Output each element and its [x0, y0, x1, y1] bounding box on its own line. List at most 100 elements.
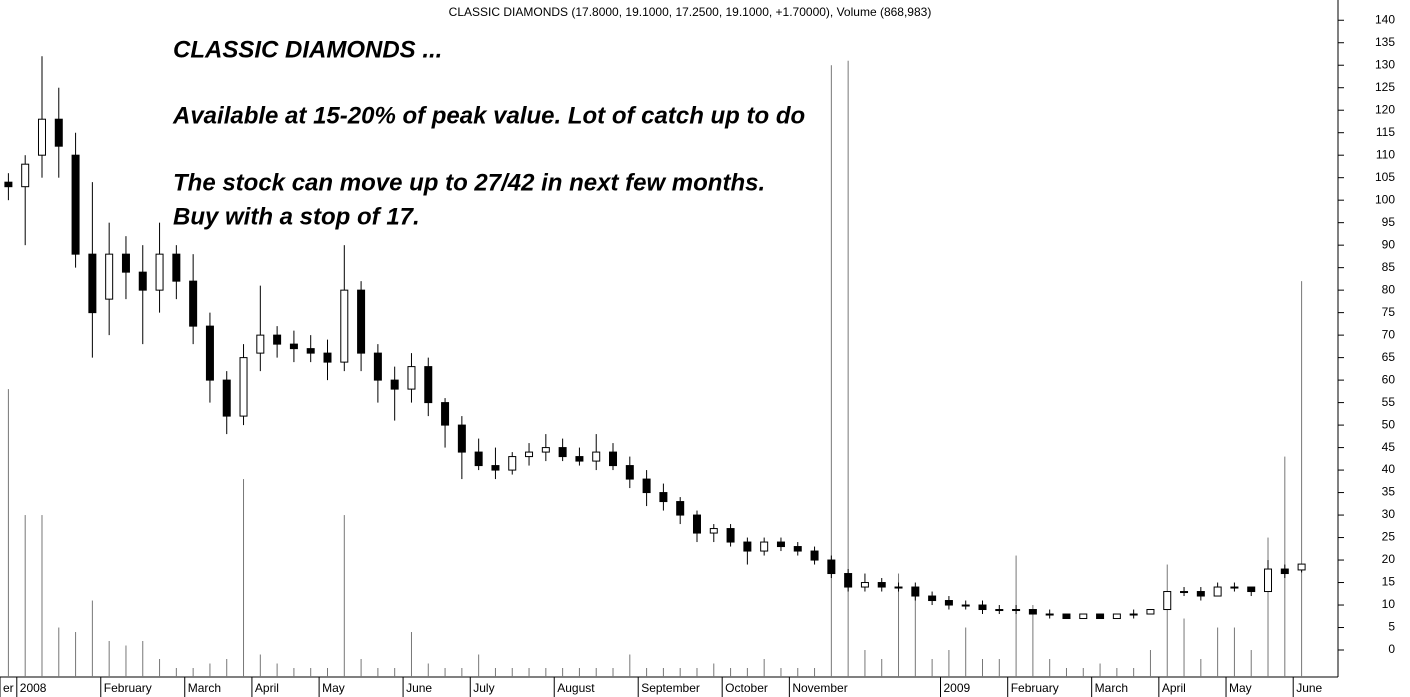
candle-body: [1180, 591, 1189, 594]
chart-title: CLASSIC DIAMONDS (17.8000, 19.1000, 17.2…: [449, 5, 932, 19]
x-tick-label: July: [473, 681, 494, 695]
candle-body: [1280, 568, 1289, 575]
candle-body: [441, 402, 450, 426]
y-tick-label: 0: [1388, 642, 1395, 656]
candle-body: [1112, 613, 1121, 620]
x-tick-label: March: [188, 681, 221, 695]
x-tick-label: November: [792, 681, 847, 695]
candle-body: [474, 451, 483, 467]
candle-body: [1230, 586, 1239, 589]
y-tick-label: 105: [1375, 170, 1395, 184]
candle-body: [726, 528, 735, 543]
candle-body: [1297, 563, 1306, 571]
candle-body: [491, 465, 500, 471]
volume-bar: [142, 641, 144, 677]
x-tick-label: May: [322, 681, 345, 695]
y-tick-label: 85: [1382, 260, 1396, 274]
volume-bar: [1301, 281, 1303, 677]
volume-bar: [914, 587, 916, 677]
candle-body: [407, 366, 416, 390]
y-tick-label: 25: [1382, 530, 1396, 544]
volume-bar: [75, 632, 77, 677]
volume-bar: [528, 668, 530, 677]
volume-bar: [243, 479, 245, 677]
candle-body: [609, 451, 618, 467]
candle-body: [54, 118, 63, 147]
volume-bar: [427, 663, 429, 677]
y-tick-label: 55: [1382, 395, 1396, 409]
volume-bar: [1133, 668, 1135, 677]
candle-body: [172, 253, 181, 282]
volume-bar: [159, 659, 161, 677]
y-tick-label: 135: [1375, 35, 1395, 49]
candle-body: [692, 514, 701, 534]
volume-bar: [1032, 605, 1034, 677]
y-tick-label: 20: [1382, 552, 1396, 566]
candle-body: [155, 253, 164, 291]
volume-bar: [982, 659, 983, 677]
candle-body: [743, 541, 752, 552]
volume-bar: [41, 515, 43, 677]
volume-bar: [209, 663, 211, 677]
volume-bar: [192, 668, 194, 677]
y-tick-label: 60: [1382, 372, 1396, 386]
candle-body: [37, 118, 46, 156]
candle-body: [676, 501, 685, 516]
volume-bar: [864, 650, 866, 677]
candle-body: [525, 451, 534, 458]
x-tick-label: June: [1296, 681, 1322, 695]
annotation: Buy with a stop of 17.: [173, 203, 420, 230]
candle-body: [21, 163, 30, 188]
candle-body: [625, 465, 634, 480]
candle-body: [592, 451, 601, 462]
candle-body: [424, 366, 433, 404]
volume-bar: [545, 668, 547, 677]
candle-body: [1079, 613, 1088, 620]
volume-bar: [1082, 668, 1084, 677]
candle-body: [222, 379, 231, 417]
y-tick-label: 125: [1375, 80, 1395, 94]
volume-bar: [1149, 650, 1151, 677]
candle-body: [71, 154, 80, 255]
candle-body: [508, 456, 517, 471]
volume-bar: [679, 668, 681, 677]
x-tick-label: March: [1095, 681, 1128, 695]
volume-bar: [91, 600, 93, 677]
volume-bar: [595, 668, 597, 677]
candle-body: [827, 559, 836, 575]
volume-bar: [394, 668, 396, 677]
candle-body: [995, 609, 1004, 612]
volume-bar: [226, 659, 228, 677]
volume-bar: [259, 654, 261, 677]
volume-bar: [58, 627, 60, 677]
x-tick-label: April: [255, 681, 279, 695]
candle-body: [659, 492, 668, 503]
x-tick-label: June: [406, 681, 432, 695]
x-tick-label: August: [557, 681, 595, 695]
candle-body: [1146, 609, 1155, 615]
volume-bar: [578, 668, 580, 677]
candle-body: [961, 604, 970, 607]
candle-body: [810, 550, 819, 561]
volume-bar: [998, 659, 1000, 677]
volume-bar: [175, 668, 177, 677]
y-tick-label: 10: [1382, 597, 1396, 611]
annotation: The stock can move up to 27/42 in next f…: [173, 169, 765, 196]
candle-body: [457, 424, 466, 453]
x-tick-label: May: [1229, 681, 1252, 695]
y-tick-label: 90: [1382, 237, 1396, 251]
y-tick-label: 75: [1382, 305, 1396, 319]
candle-body: [189, 280, 198, 327]
y-tick-label: 70: [1382, 327, 1396, 341]
volume-bar: [511, 668, 513, 677]
volume-bar: [965, 627, 967, 677]
volume-bar: [343, 515, 345, 677]
volume-bar: [730, 668, 732, 677]
candle-body: [306, 348, 315, 354]
candle-body: [121, 253, 130, 273]
volume-bar: [830, 65, 832, 678]
candle-body: [978, 604, 987, 611]
candle-body: [928, 595, 937, 602]
candle-body: [105, 253, 114, 300]
